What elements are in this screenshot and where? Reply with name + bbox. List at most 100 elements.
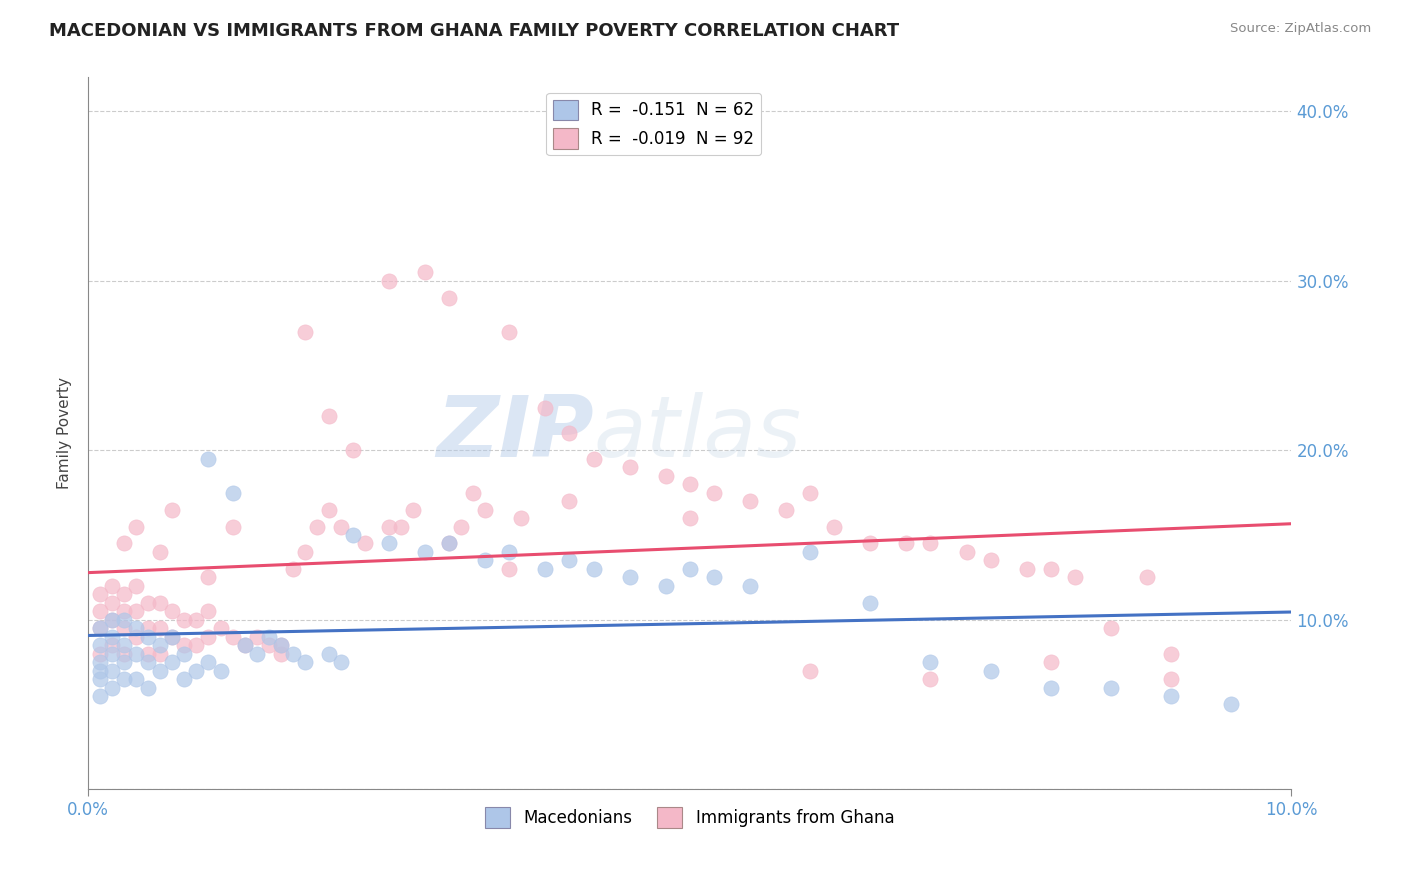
Point <box>679 511 702 525</box>
Point <box>1160 672 1182 686</box>
Point <box>197 604 219 618</box>
Point <box>654 468 676 483</box>
Point <box>221 519 243 533</box>
Point <box>342 528 364 542</box>
Point <box>112 655 135 669</box>
Point <box>463 485 485 500</box>
Point <box>294 655 316 669</box>
Point <box>920 536 942 550</box>
Point <box>136 681 159 695</box>
Point <box>221 485 243 500</box>
Point <box>125 672 148 686</box>
Point <box>413 545 436 559</box>
Point <box>1015 562 1038 576</box>
Point <box>125 630 148 644</box>
Point <box>619 570 641 584</box>
Point <box>318 647 340 661</box>
Point <box>233 638 256 652</box>
Point <box>89 664 111 678</box>
Point <box>738 579 761 593</box>
Point <box>112 604 135 618</box>
Point <box>1160 647 1182 661</box>
Point <box>474 502 496 516</box>
Point <box>1039 681 1062 695</box>
Point <box>1160 689 1182 703</box>
Point <box>558 494 581 508</box>
Point <box>125 647 148 661</box>
Point <box>173 613 195 627</box>
Point <box>582 451 605 466</box>
Point <box>173 647 195 661</box>
Point <box>197 570 219 584</box>
Point <box>101 613 124 627</box>
Point <box>980 553 1002 567</box>
Point <box>281 647 304 661</box>
Point <box>197 655 219 669</box>
Point <box>270 638 292 652</box>
Point <box>1099 681 1122 695</box>
Point <box>413 265 436 279</box>
Point <box>378 519 401 533</box>
Point <box>101 579 124 593</box>
Point <box>799 664 821 678</box>
Point <box>125 604 148 618</box>
Text: MACEDONIAN VS IMMIGRANTS FROM GHANA FAMILY POVERTY CORRELATION CHART: MACEDONIAN VS IMMIGRANTS FROM GHANA FAMI… <box>49 22 900 40</box>
Point <box>498 325 520 339</box>
Point <box>136 647 159 661</box>
Point <box>799 545 821 559</box>
Point <box>799 485 821 500</box>
Text: ZIP: ZIP <box>436 392 593 475</box>
Point <box>775 502 797 516</box>
Point <box>173 672 195 686</box>
Point <box>186 638 208 652</box>
Point <box>112 672 135 686</box>
Point <box>558 553 581 567</box>
Point <box>136 655 159 669</box>
Point <box>89 621 111 635</box>
Point <box>920 672 942 686</box>
Point <box>920 655 942 669</box>
Point <box>89 621 111 635</box>
Legend: Macedonians, Immigrants from Ghana: Macedonians, Immigrants from Ghana <box>478 801 901 834</box>
Point <box>896 536 918 550</box>
Point <box>402 502 425 516</box>
Point <box>89 604 111 618</box>
Point <box>125 579 148 593</box>
Point <box>101 681 124 695</box>
Point <box>101 664 124 678</box>
Point <box>703 485 725 500</box>
Point <box>197 630 219 644</box>
Point <box>679 562 702 576</box>
Point <box>162 630 184 644</box>
Point <box>149 638 172 652</box>
Point <box>162 630 184 644</box>
Point <box>162 604 184 618</box>
Point <box>186 613 208 627</box>
Point <box>89 638 111 652</box>
Point <box>246 630 269 644</box>
Point <box>703 570 725 584</box>
Point <box>859 596 882 610</box>
Point <box>329 519 352 533</box>
Point <box>221 630 243 644</box>
Point <box>112 613 135 627</box>
Point <box>125 519 148 533</box>
Point <box>619 460 641 475</box>
Point <box>1099 621 1122 635</box>
Point <box>89 647 111 661</box>
Point <box>437 536 460 550</box>
Point <box>342 443 364 458</box>
Point <box>437 291 460 305</box>
Point <box>101 647 124 661</box>
Point <box>498 545 520 559</box>
Point <box>534 562 557 576</box>
Point <box>257 630 280 644</box>
Point <box>270 638 292 652</box>
Point <box>233 638 256 652</box>
Point <box>318 502 340 516</box>
Point <box>149 664 172 678</box>
Y-axis label: Family Poverty: Family Poverty <box>58 377 72 490</box>
Point <box>197 451 219 466</box>
Point <box>209 621 232 635</box>
Point <box>534 401 557 415</box>
